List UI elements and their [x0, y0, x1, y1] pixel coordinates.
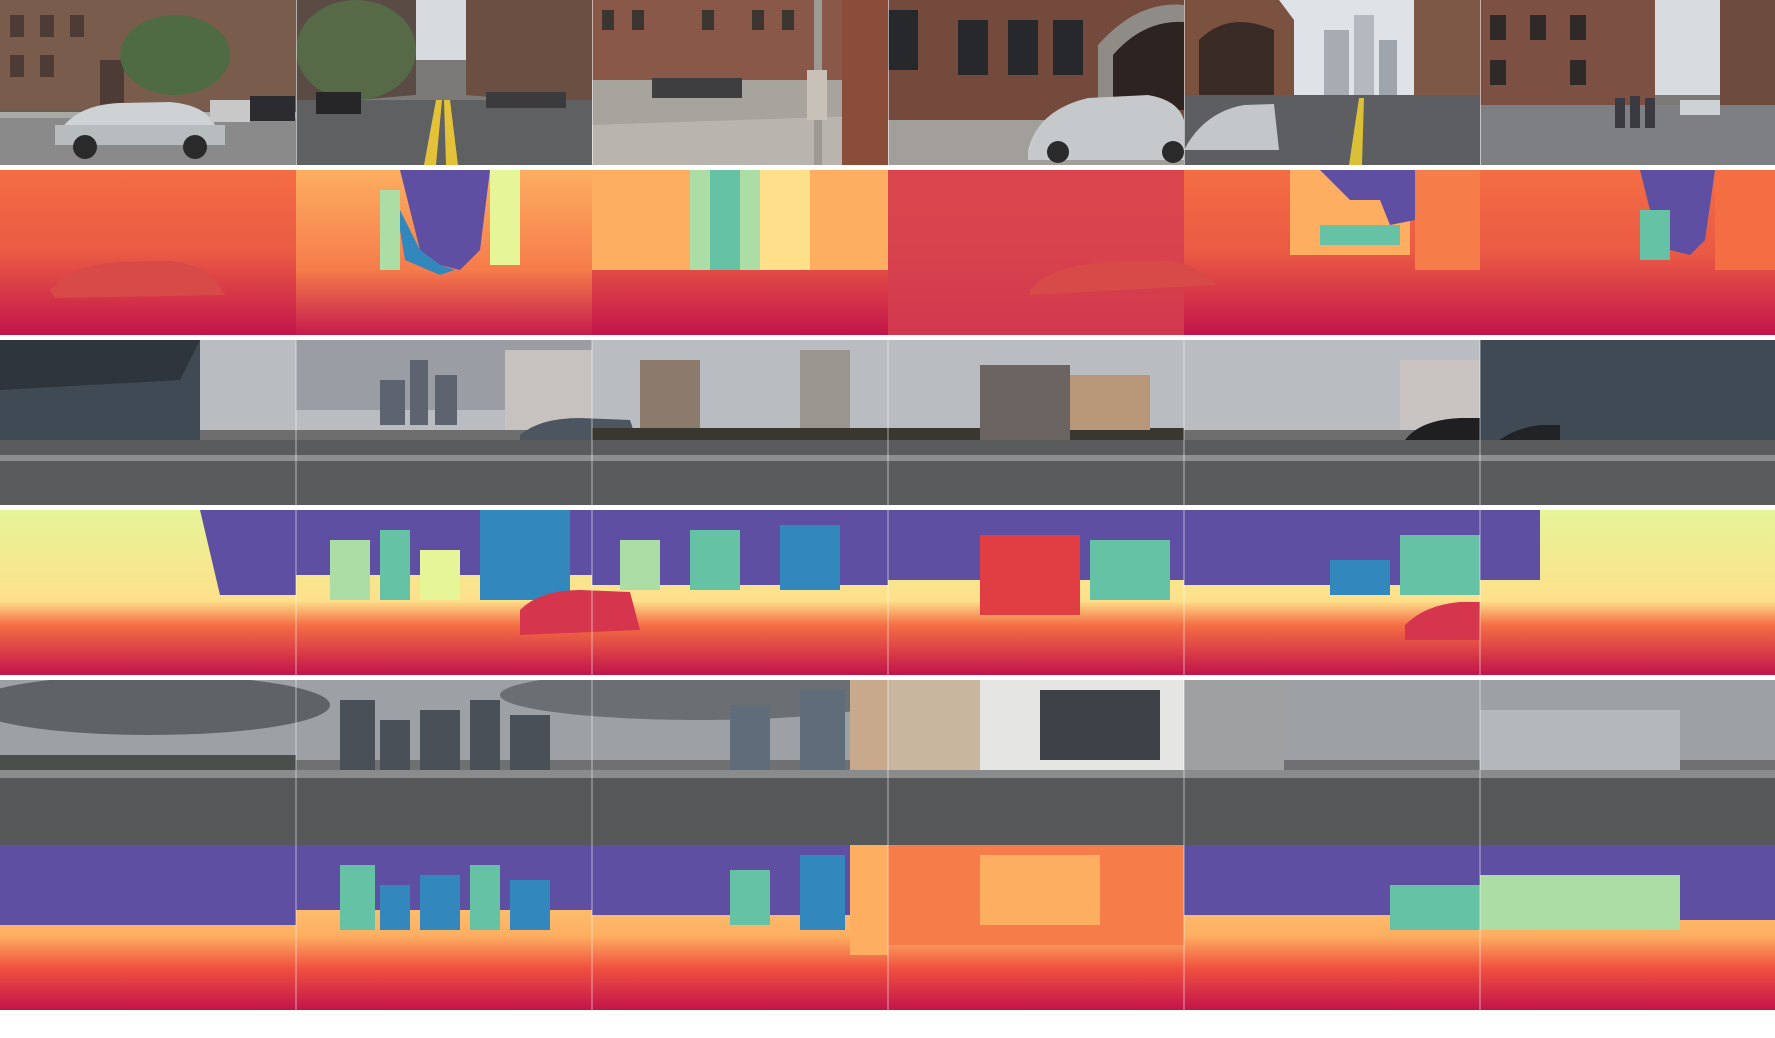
camera-row-2 [0, 340, 1775, 505]
camera-view-1-6 [1480, 0, 1775, 165]
camera-row-3 [0, 680, 1775, 845]
depth-row-1 [0, 170, 1775, 335]
camera-row-1 [0, 0, 1775, 165]
depth-row-2 [0, 510, 1775, 675]
surround-view-depth-figure [0, 0, 1775, 1010]
camera-view-1-3 [592, 0, 888, 165]
camera-view-1-4 [888, 0, 1184, 165]
camera-view-1-1 [0, 0, 296, 165]
camera-view-1-5 [1184, 0, 1480, 165]
depth-row-3 [0, 845, 1775, 1010]
camera-view-1-2 [296, 0, 592, 165]
